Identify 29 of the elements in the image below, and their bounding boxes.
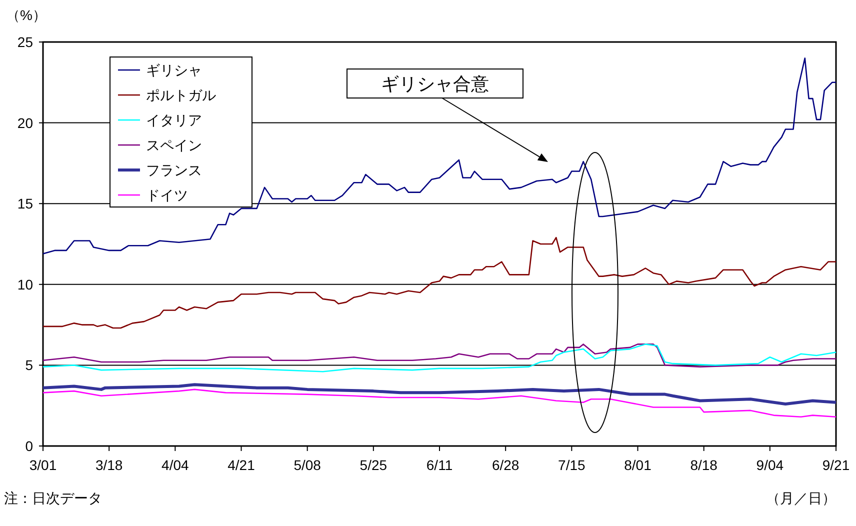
xtick: 8/01: [624, 457, 652, 473]
xtick: 9/21: [822, 457, 850, 473]
xtick: 9/04: [756, 457, 784, 473]
annotation: ギリシャ合意: [346, 68, 548, 162]
ytick: 15: [17, 196, 33, 212]
xtick: 5/25: [360, 457, 388, 473]
xtick: 6/11: [426, 457, 453, 473]
ytick: 20: [17, 114, 33, 131]
legend-label: ギリシャ: [146, 62, 202, 78]
ytick: 10: [17, 276, 33, 292]
xtick: 5/08: [294, 457, 321, 473]
legend-label: ポルトガル: [146, 87, 216, 103]
xtick: 7/15: [558, 457, 586, 473]
ytick: 25: [17, 34, 33, 50]
legend-label: イタリア: [146, 112, 202, 128]
ytick: 5: [25, 357, 33, 374]
ytick: 0: [25, 438, 33, 454]
ylabel: （%）: [6, 7, 46, 23]
xtick: 4/04: [162, 457, 189, 473]
xlabel: （月／日）: [766, 490, 836, 506]
legend-label: ドイツ: [146, 187, 188, 203]
xtick: 3/01: [29, 457, 57, 473]
xtick: 3/18: [95, 457, 123, 473]
annotation: ギリシャ合意: [381, 74, 489, 94]
xtick: 6/28: [492, 457, 520, 473]
legend-label: フランス: [146, 162, 202, 178]
xtick: 8/18: [690, 457, 718, 473]
legend-label: スペイン: [146, 137, 202, 153]
xtick: 4/21: [228, 457, 255, 473]
